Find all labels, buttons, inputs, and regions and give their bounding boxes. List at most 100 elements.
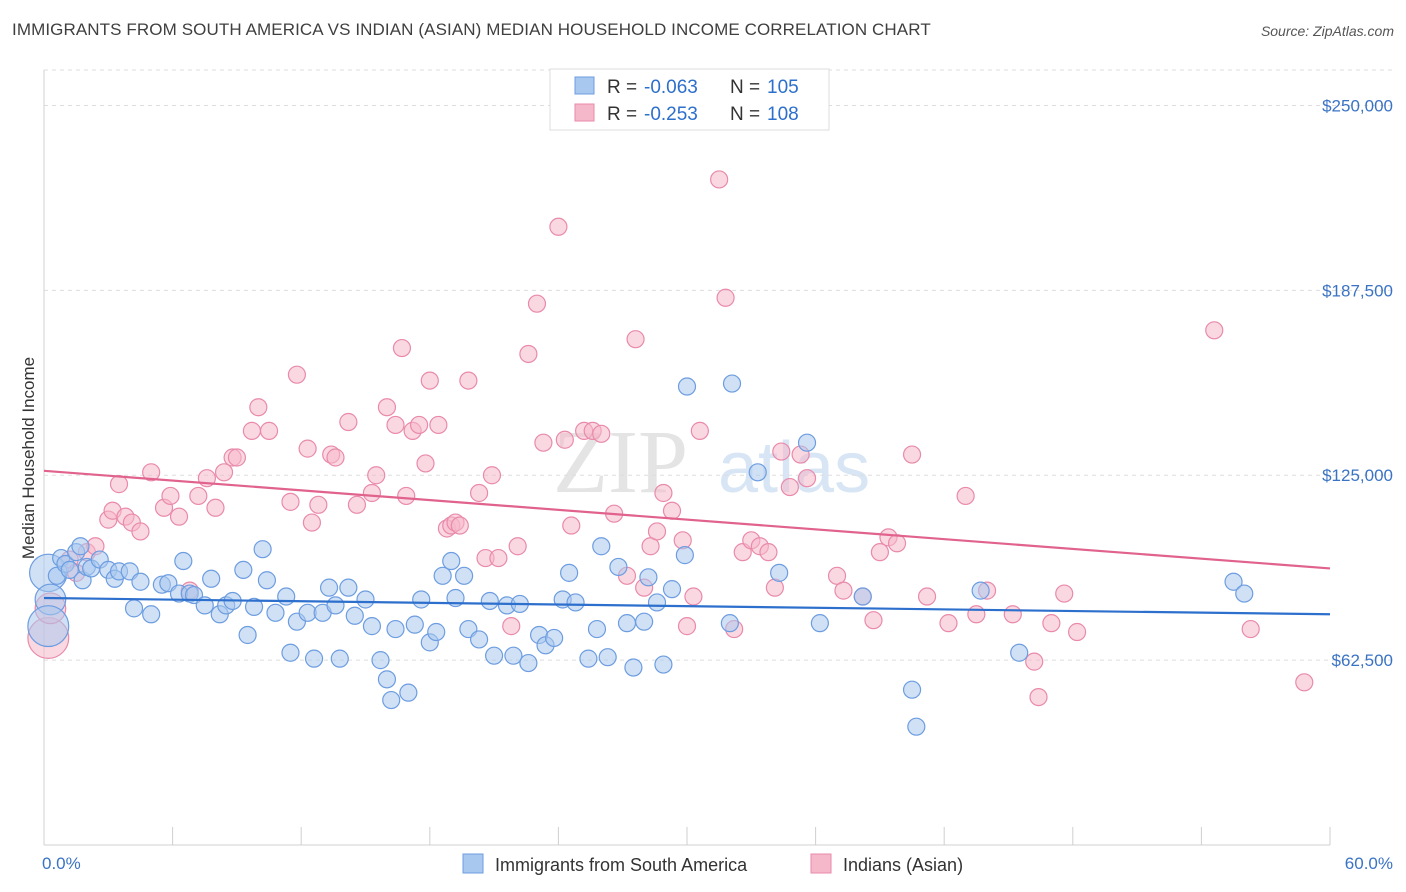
indians-asian-point bbox=[1003, 605, 1022, 624]
y-tick-label: $125,000 bbox=[1322, 466, 1393, 485]
indians-asian-point bbox=[416, 454, 435, 473]
legend-n-value-blue: 105 bbox=[767, 77, 799, 98]
south-america-point bbox=[356, 590, 375, 609]
indians-asian-point bbox=[227, 448, 246, 467]
south-america-point bbox=[253, 540, 272, 559]
x-tick-label-min: 0.0% bbox=[42, 854, 81, 873]
south-america-point bbox=[592, 537, 611, 556]
south-america-point bbox=[853, 587, 872, 606]
legend-r-label-blue: R = bbox=[607, 77, 637, 98]
south-america-point bbox=[647, 593, 667, 612]
south-america-point bbox=[433, 566, 452, 585]
south-america-point bbox=[902, 680, 922, 699]
indians-asian-point bbox=[298, 439, 317, 458]
indians-asian-point bbox=[367, 466, 386, 485]
south-america-point bbox=[504, 646, 523, 665]
indians-asian-point bbox=[759, 543, 778, 562]
south-america-point bbox=[770, 563, 789, 582]
south-america-point bbox=[174, 551, 193, 571]
indians-asian-point bbox=[189, 486, 208, 506]
indians-asian-point bbox=[1029, 687, 1048, 707]
south-america-point bbox=[238, 625, 257, 645]
indians-asian-point bbox=[626, 330, 645, 349]
chart-title: IMMIGRANTS FROM SOUTH AMERICA VS INDIAN … bbox=[12, 20, 931, 39]
south-america-point bbox=[124, 599, 144, 618]
indians-asian-point bbox=[161, 486, 180, 506]
legend-bottom-swatch-pink bbox=[810, 853, 832, 874]
indians-asian-point bbox=[939, 614, 958, 633]
south-america-point bbox=[339, 578, 358, 597]
indians-asian-point bbox=[214, 463, 234, 482]
south-america-point bbox=[587, 619, 607, 639]
indians-asian-point bbox=[420, 371, 439, 390]
indians-asian-point bbox=[710, 170, 729, 189]
legend-swatch-blue bbox=[574, 76, 595, 95]
trend-lines bbox=[43, 469, 1331, 616]
south-america-point bbox=[371, 651, 390, 670]
indians-asian-point bbox=[555, 430, 574, 449]
y-tick-label: $62,500 bbox=[1332, 651, 1393, 670]
south-america-point bbox=[1235, 584, 1254, 603]
indians-asian-point bbox=[902, 445, 922, 464]
south-america-point bbox=[677, 377, 697, 396]
indians-asian-point bbox=[206, 498, 225, 517]
south-america-point bbox=[71, 537, 90, 556]
south-america-point bbox=[635, 612, 654, 631]
indians-asian-point bbox=[386, 415, 405, 435]
indians-asian-point bbox=[797, 469, 817, 488]
indians-asian-point bbox=[142, 463, 161, 482]
indians-asian-point bbox=[450, 516, 469, 535]
indians-asian-point bbox=[326, 448, 345, 467]
south-america-point bbox=[454, 566, 474, 585]
indians-asian-point bbox=[772, 442, 791, 461]
indians-asian-point bbox=[917, 587, 937, 606]
indians-asian-point bbox=[870, 543, 890, 562]
watermark-atlas: atlas bbox=[718, 428, 870, 508]
indians-asian-point bbox=[469, 483, 489, 503]
south-america-point bbox=[202, 569, 221, 588]
south-america-point bbox=[639, 568, 658, 587]
indians-asian-point bbox=[716, 288, 735, 307]
indians-asian-point bbox=[1025, 652, 1044, 671]
indians-asian-point bbox=[549, 217, 568, 236]
indians-asian-point bbox=[429, 415, 448, 435]
south-america-point bbox=[427, 622, 446, 642]
series-south-america-points bbox=[27, 374, 1254, 736]
legend-bottom-label-blue: Immigrants from South America bbox=[495, 855, 748, 875]
trend-line-indians-asian bbox=[43, 469, 1331, 570]
indians-asian-point bbox=[489, 548, 508, 568]
indians-asian-point bbox=[459, 371, 478, 390]
south-america-point bbox=[257, 571, 277, 590]
series-legend: Immigrants from South America Indians (A… bbox=[462, 853, 963, 875]
south-america-point bbox=[598, 648, 617, 667]
south-america-point bbox=[234, 560, 253, 580]
indians-asian-point bbox=[347, 495, 367, 514]
south-america-point bbox=[654, 655, 673, 674]
legend-n-label-blue: N = bbox=[730, 77, 760, 98]
indians-asian-point bbox=[834, 581, 853, 600]
south-america-point bbox=[326, 596, 345, 615]
legend-r-label-pink: R = bbox=[607, 104, 637, 125]
south-america-point bbox=[442, 551, 461, 571]
indians-asian-point bbox=[534, 433, 553, 452]
x-tick-label-max: 60.0% bbox=[1345, 854, 1393, 873]
south-america-point bbox=[362, 617, 382, 636]
indians-asian-point bbox=[647, 522, 667, 541]
indians-asian-point bbox=[397, 486, 416, 506]
south-america-point bbox=[560, 563, 579, 582]
indians-asian-point bbox=[864, 611, 883, 630]
south-america-point bbox=[469, 630, 489, 649]
trend-line-south-america bbox=[43, 596, 1331, 616]
source-label: Source: ZipAtlas.com bbox=[1260, 23, 1394, 39]
indians-asian-point bbox=[1042, 614, 1061, 633]
indians-asian-point bbox=[527, 294, 547, 313]
legend-n-label-pink: N = bbox=[730, 104, 760, 125]
south-america-point bbox=[27, 605, 70, 648]
south-america-point bbox=[810, 614, 829, 633]
indians-asian-point bbox=[281, 492, 300, 511]
south-america-point bbox=[244, 597, 264, 616]
south-america-point bbox=[382, 690, 401, 710]
y-tick-labels: $62,500 $125,000 $187,500 $250,000 bbox=[1322, 96, 1393, 670]
south-america-point bbox=[405, 615, 424, 634]
south-america-point bbox=[579, 649, 598, 668]
